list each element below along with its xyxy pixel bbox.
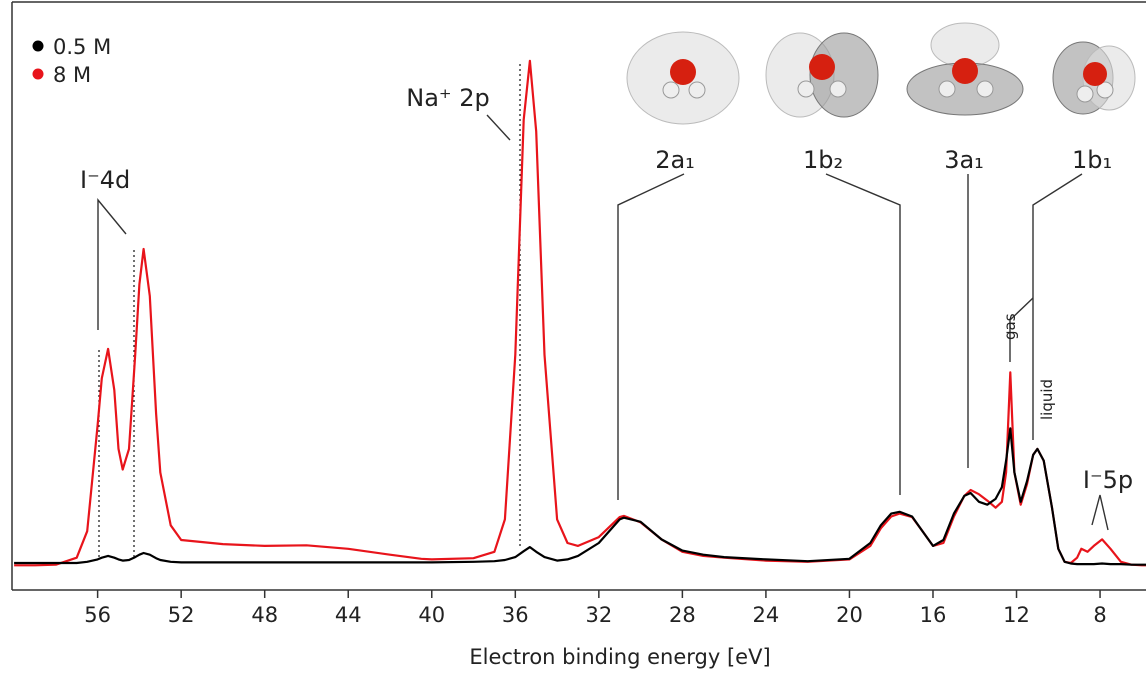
- x-tick-label: 40: [418, 603, 445, 627]
- x-tick-label: 48: [251, 603, 278, 627]
- annotation: 3a₁: [944, 146, 984, 174]
- annotation: liquid: [1038, 379, 1056, 420]
- leader-line: [1091, 494, 1109, 531]
- legend-label: 0.5 M: [53, 35, 111, 59]
- annotation: Na⁺ 2p: [406, 84, 489, 112]
- x-tick-label: 44: [335, 603, 362, 627]
- x-tick-label: 36: [502, 603, 529, 627]
- annotation: I⁻4d: [80, 166, 130, 194]
- x-tick-label: 8: [1093, 603, 1106, 627]
- orbital-2a1: [626, 31, 740, 125]
- x-tick-label: 56: [84, 603, 111, 627]
- legend-marker: [32, 68, 44, 80]
- leader-line: [617, 173, 685, 500]
- leader-line: [486, 114, 511, 141]
- leader-line: [1032, 173, 1083, 440]
- leader-line: [825, 173, 901, 495]
- x-tick-label: 20: [836, 603, 863, 627]
- annotation: gas: [1001, 313, 1019, 340]
- leader-lines: [97, 64, 1109, 560]
- molecules: [626, 22, 1136, 125]
- x-tick-label: 16: [920, 603, 947, 627]
- x-tick-label: 52: [168, 603, 195, 627]
- leader-line: [1009, 297, 1034, 362]
- spectrum-line: [14, 59, 1146, 567]
- legend-marker: [32, 40, 44, 52]
- orbital-1b2: [765, 32, 879, 118]
- orbital-3a1: [906, 22, 1024, 116]
- annotation: I⁻5p: [1083, 466, 1133, 494]
- leader-line: [97, 198, 127, 330]
- annotation: 1b₁: [1072, 146, 1112, 174]
- orbital-1b1: [1052, 41, 1136, 115]
- annotation: 2a₁: [655, 146, 695, 174]
- x-tick-label: 32: [585, 603, 612, 627]
- x-axis-label: Electron binding energy [eV]: [469, 645, 770, 669]
- x-tick-label: 12: [1003, 603, 1030, 627]
- x-tick-label: 24: [753, 603, 780, 627]
- legend-label: 8 M: [53, 63, 91, 87]
- annotation: 1b₂: [803, 146, 843, 174]
- x-tick-label: 28: [669, 603, 696, 627]
- spectrum-line: [14, 427, 1146, 566]
